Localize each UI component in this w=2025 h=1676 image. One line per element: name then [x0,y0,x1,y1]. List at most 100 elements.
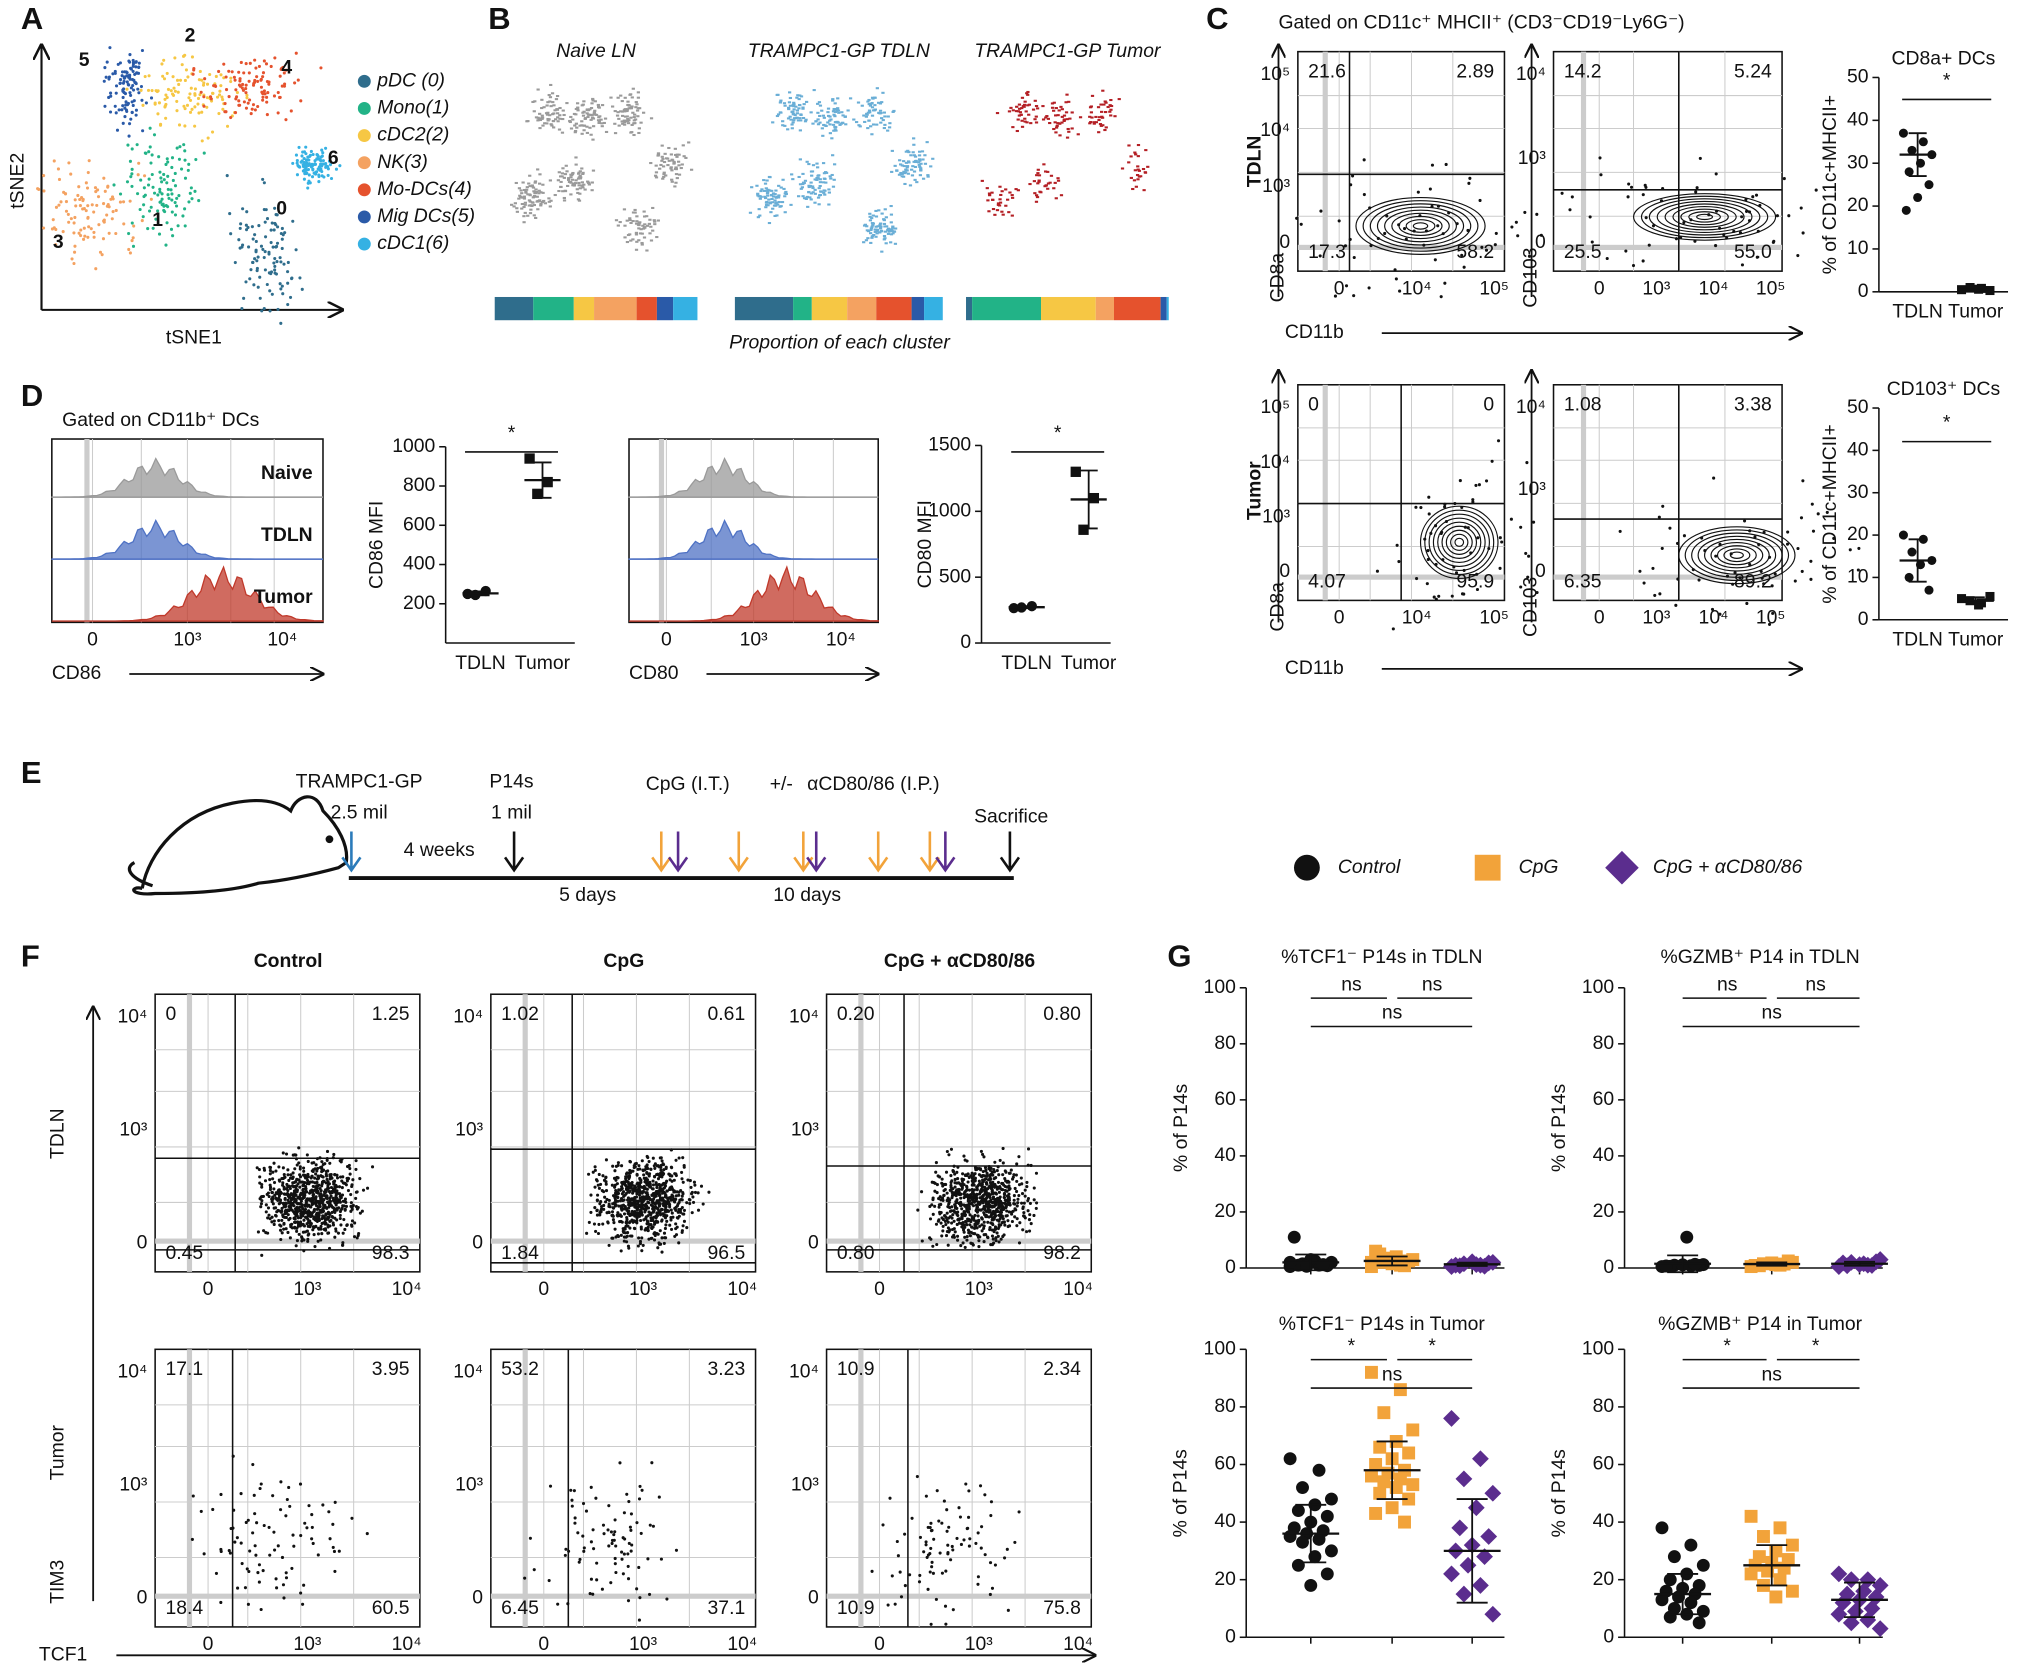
event-dot [350,1183,354,1187]
cell-dot [146,88,151,92]
cell-dot [171,234,175,238]
subplot-title: TRAMPC1-GP Tumor [974,40,1162,62]
cell-dot [649,117,654,120]
cell-dot [889,241,893,244]
event-dot [1676,577,1680,581]
cell-dot [1056,114,1060,117]
event-dot [682,1208,687,1212]
event-dot [309,1176,313,1180]
event-dot [1463,525,1467,529]
event-dot [303,1173,307,1177]
event-dot [338,1213,342,1217]
event-dot [1351,174,1355,178]
event-dot [1018,1221,1022,1225]
event-dot [952,1191,956,1195]
zero-band [1580,384,1587,601]
event-dot [616,1233,620,1238]
error-bar [533,461,552,499]
cell-dot [890,170,894,173]
event-dot [663,1184,667,1188]
cell-dot [100,253,104,257]
cell-dot [261,71,266,75]
row-label: TDLN [1243,136,1265,188]
event-dot [937,1197,941,1201]
cell-dot [196,102,200,106]
cell-dot [69,172,73,176]
mouse-eye [325,835,334,844]
event-dot [272,1161,276,1165]
event-dot [352,1235,357,1239]
cell-dot [183,78,187,82]
event-dot [319,1189,323,1193]
event-dot [985,1171,989,1176]
cell-dot [593,100,597,103]
panel-label: C [1206,1,1228,36]
cell-dot [190,197,194,201]
cell-dot [94,267,98,271]
cell-dot [889,229,893,232]
cell-dot [150,153,154,157]
contour [1445,529,1473,555]
event-dot [1444,519,1448,524]
event-dot [266,1206,271,1210]
contour [1678,526,1796,585]
cell-dot [280,237,284,241]
event-dot [638,1208,643,1212]
event-dot [660,1189,665,1193]
cell-dot [902,160,906,163]
event-dot [602,1207,606,1211]
cell-dot [234,88,238,92]
cell-dot [273,221,277,225]
event-dot [342,1204,346,1208]
column-title: Control [254,950,323,972]
cell-dot [872,233,876,237]
cell-dot [127,134,131,138]
cell-dot [1009,106,1013,109]
event-dot [349,1192,353,1197]
event-dot [947,1200,951,1204]
cell-dot [813,201,817,204]
cell-dot [1090,94,1095,97]
cell-dot [653,223,657,226]
cell-dot [144,101,148,105]
event-dot [343,1227,347,1232]
cell-dot [128,73,132,77]
cell-dot [183,207,187,211]
x-tick-label: Tumor [1061,652,1117,674]
event-dot [1466,228,1470,233]
cell-dot [796,195,801,198]
event-dot [622,1180,626,1184]
cell-dot [866,237,870,240]
axis-label: CD11b [1285,321,1344,343]
event-dot [978,1200,983,1204]
cell-dot [77,185,81,189]
data-point [1913,192,1923,203]
sig-label: * [508,422,516,444]
cell-dot [917,154,922,157]
cell-dot [187,96,191,100]
cell-dot [1100,115,1104,118]
cell-dot [275,260,279,264]
cell-dot [42,174,46,178]
cell-dot [1137,175,1141,178]
cell-dot [128,251,132,255]
event-dot [295,1184,299,1188]
event-dot [1026,1163,1030,1167]
cell-dot [521,181,525,184]
event-dot [1016,1201,1020,1205]
cell-dot [585,125,589,128]
cell-dot [561,167,565,170]
event-dot [962,1203,966,1207]
event-dot [1440,530,1444,534]
cell-dot [104,75,108,79]
cell-dot [631,111,635,114]
event-dot [677,1200,681,1205]
proportion-segment [793,296,812,321]
cell-dot [792,105,796,108]
event-dot [1698,156,1702,160]
y-tick-label: 0 [1279,560,1290,582]
cell-dot [797,175,801,179]
event-dot [322,1179,326,1184]
cell-dot [200,110,204,114]
cell-dot [227,69,231,73]
